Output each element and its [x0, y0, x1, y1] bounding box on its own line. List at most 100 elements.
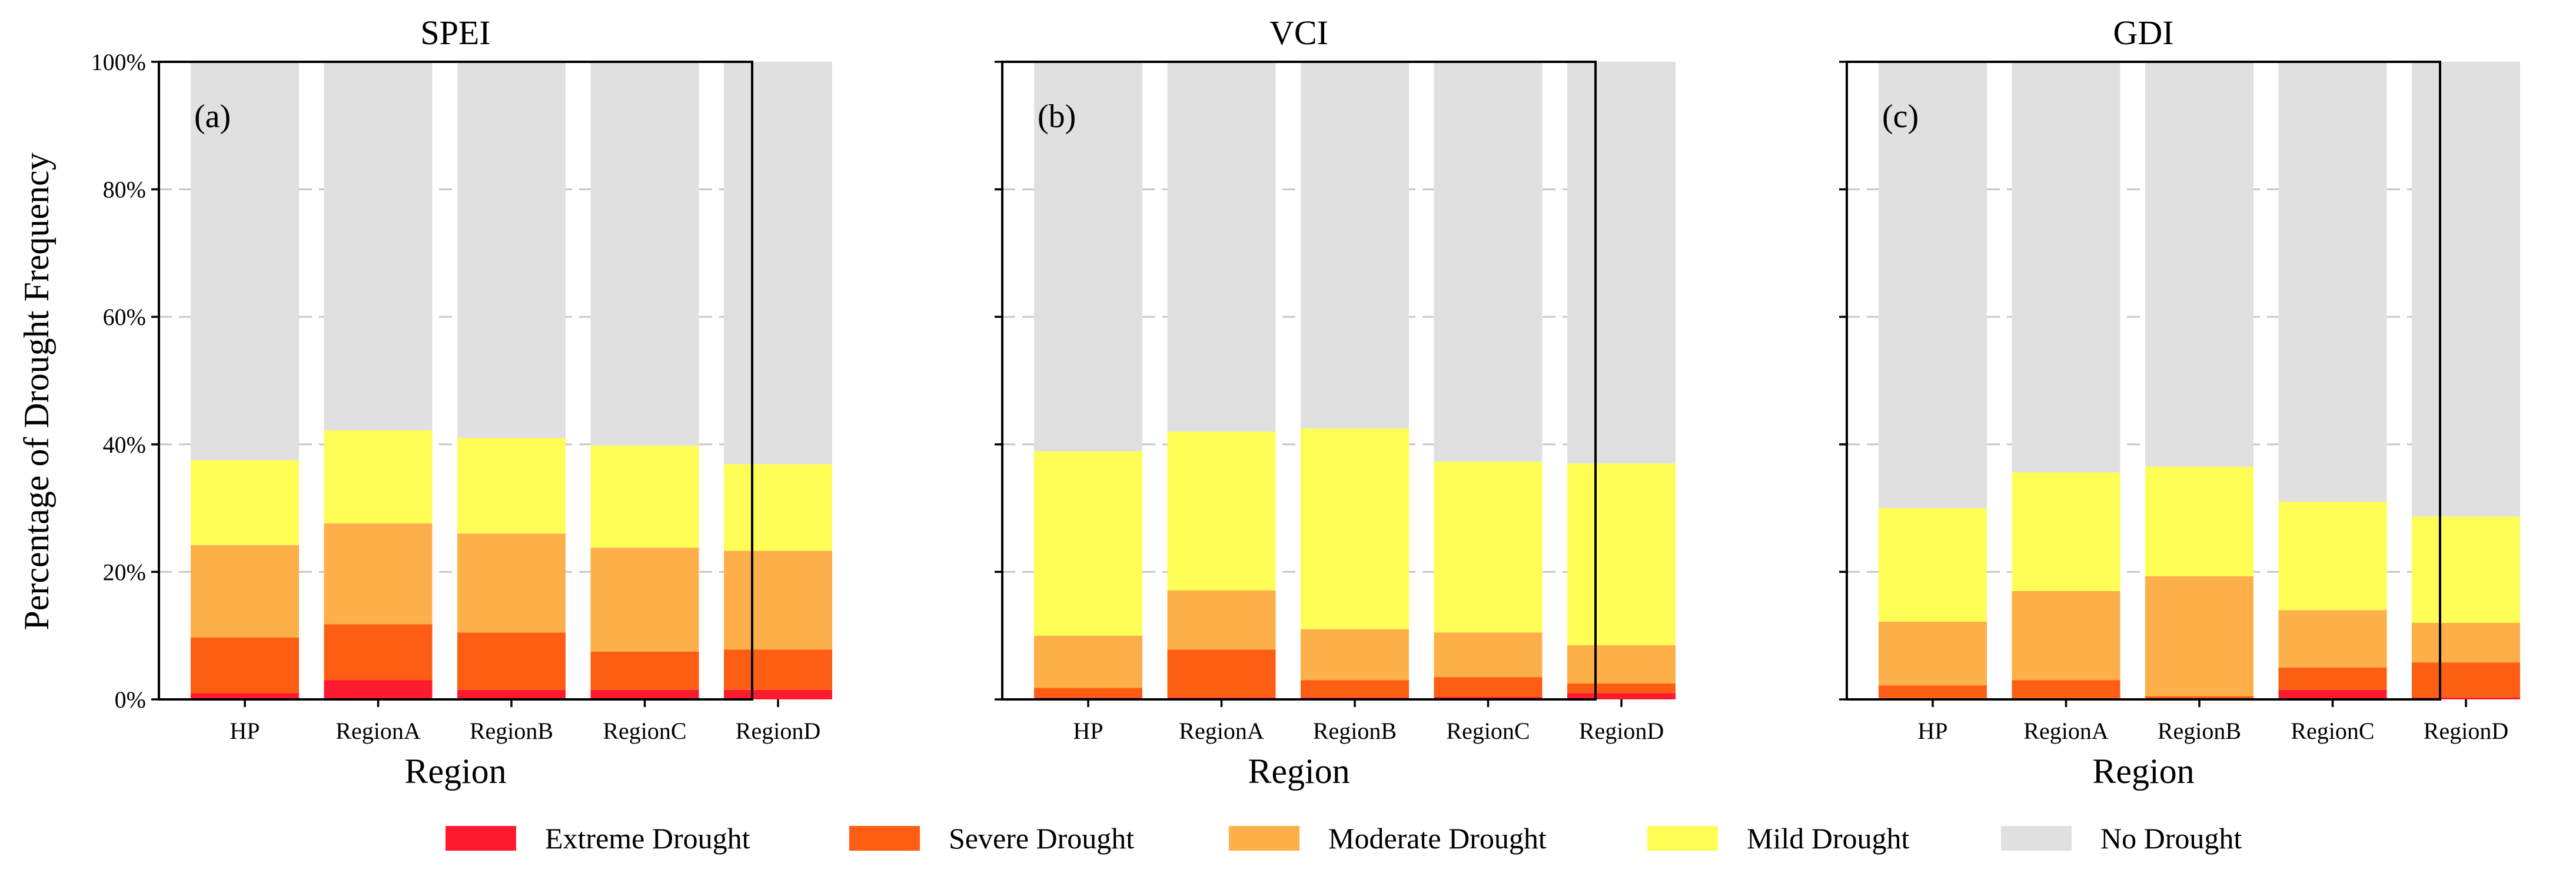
legend-swatch-no-drought — [2001, 826, 2072, 851]
bar-segment-spei-regiond-moderate-drought — [724, 550, 832, 650]
bar-segment-spei-regionc-extreme-drought — [590, 689, 699, 699]
bar-segment-spei-hp-severe-drought — [191, 637, 299, 694]
x-tick-label-regionb: RegionB — [1313, 718, 1397, 744]
bar-segment-vci-regionb-mild-drought — [1301, 428, 1409, 629]
x-tick-label-hp: HP — [230, 718, 260, 744]
bar-segment-spei-regionc-no-drought — [590, 62, 699, 446]
legend-label-extreme-drought: Extreme Drought — [545, 822, 750, 855]
x-tick-label-regiona: RegionA — [2023, 718, 2109, 744]
bar-segment-spei-hp-extreme-drought — [191, 693, 299, 699]
x-tick-label-regiona: RegionA — [335, 718, 421, 744]
bar-segment-spei-hp-no-drought — [191, 62, 299, 460]
x-tick-label-regionc: RegionC — [603, 718, 686, 744]
bar-segment-gdi-hp-severe-drought — [1879, 685, 1987, 698]
legend-label-mild-drought: Mild Drought — [1747, 822, 1910, 855]
x-axis-label-vci: Region — [1248, 752, 1350, 791]
bar-segment-gdi-regiona-no-drought — [2012, 62, 2120, 473]
x-tick-label-regiond: RegionD — [2424, 718, 2508, 744]
bar-segment-spei-regionc-mild-drought — [590, 445, 699, 548]
bar-segment-vci-regiond-mild-drought — [1567, 463, 1676, 645]
panel-letter-vci: (b) — [1038, 98, 1076, 135]
legend-swatch-extreme-drought — [446, 826, 516, 851]
bar-segment-vci-hp-no-drought — [1034, 62, 1142, 452]
legend-item-moderate-drought: Moderate Drought — [1229, 822, 1547, 855]
bar-segment-spei-regionb-no-drought — [457, 62, 566, 438]
bar-segment-spei-regionc-moderate-drought — [590, 548, 699, 652]
legend-label-moderate-drought: Moderate Drought — [1328, 822, 1547, 855]
bar-segment-spei-regiond-extreme-drought — [724, 689, 832, 699]
bar-segment-spei-regiona-moderate-drought — [324, 523, 433, 625]
bar-segment-vci-regiona-no-drought — [1167, 62, 1276, 432]
bar-segment-spei-regionb-moderate-drought — [457, 533, 566, 633]
bar-segment-gdi-hp-mild-drought — [1879, 508, 1987, 622]
panel-title-spei: SPEI — [420, 14, 490, 52]
plot-frame — [158, 61, 753, 701]
plot-frame — [1846, 61, 2441, 701]
y-tick-label-100: 100% — [91, 49, 146, 75]
bar-segment-vci-hp-moderate-drought — [1034, 635, 1142, 688]
x-tick-label-hp: HP — [1073, 718, 1103, 744]
bar-segment-gdi-regiona-moderate-drought — [2012, 590, 2120, 681]
bar-segment-gdi-regionc-extreme-drought — [2278, 689, 2387, 699]
bar-segment-gdi-regionb-severe-drought — [2145, 696, 2253, 699]
bar-segment-vci-regionb-severe-drought — [1301, 680, 1409, 698]
bar-segment-spei-regiond-mild-drought — [724, 464, 832, 551]
x-axis-label-spei: Region — [404, 752, 506, 791]
bar-segment-vci-hp-mild-drought — [1034, 451, 1142, 636]
x-tick-label-hp: HP — [1917, 718, 1947, 744]
panel-title-gdi: GDI — [2113, 14, 2173, 52]
chart-panels: HP RegionA RegionB RegionC RegionD 0% 20% 40% 60… — [91, 14, 2520, 791]
bar-segment-spei-regiond-no-drought — [724, 62, 832, 464]
legend-item-severe-drought: Severe Drought — [849, 822, 1134, 855]
x-tick-label-regionc: RegionC — [1446, 718, 1530, 744]
bar-segment-spei-regionb-extreme-drought — [457, 689, 566, 699]
y-tick-label-60: 60% — [103, 304, 146, 330]
y-tick-label-20: 20% — [103, 559, 146, 585]
bar-segment-gdi-regiond-extreme-drought — [2412, 697, 2520, 699]
bar-segment-gdi-regiona-mild-drought — [2012, 472, 2120, 591]
x-tick-label-regiona: RegionA — [1179, 718, 1264, 744]
legend-swatch-mild-drought — [1647, 826, 1718, 851]
panel-letter-spei: (a) — [194, 98, 231, 135]
bar-segment-gdi-regionb-no-drought — [2145, 62, 2253, 467]
bar-segment-vci-regionc-mild-drought — [1434, 462, 1543, 633]
panel-spei: HP RegionA RegionB RegionC RegionD 0% 20% 40% 60… — [91, 14, 832, 791]
bar-segment-spei-regionc-severe-drought — [590, 651, 699, 690]
legend-swatch-moderate-drought — [1229, 826, 1299, 851]
plot-frame — [1001, 61, 1597, 701]
bar-segment-spei-regiona-no-drought — [324, 62, 433, 430]
bar-segment-gdi-hp-moderate-drought — [1879, 621, 1987, 686]
panel-letter-gdi: (c) — [1882, 98, 1919, 135]
y-tick-label-80: 80% — [103, 177, 146, 203]
bar-segment-spei-regiond-severe-drought — [724, 649, 832, 690]
bar-segment-vci-regiona-severe-drought — [1167, 649, 1276, 698]
legend-item-mild-drought: Mild Drought — [1647, 822, 1910, 855]
x-tick-label-regionb: RegionB — [470, 718, 553, 744]
bar-segment-vci-regiond-severe-drought — [1567, 683, 1676, 694]
bar-segment-vci-regionc-extreme-drought — [1434, 696, 1543, 699]
bar-segment-vci-regiona-moderate-drought — [1167, 590, 1276, 650]
legend-swatch-severe-drought — [849, 826, 920, 851]
bar-segment-gdi-regionb-moderate-drought — [2145, 576, 2253, 696]
bar-segment-vci-regiond-extreme-drought — [1567, 693, 1676, 699]
bar-segment-spei-regiona-mild-drought — [324, 430, 433, 524]
bar-segment-spei-regionb-severe-drought — [457, 632, 566, 690]
bar-segment-gdi-hp-no-drought — [1879, 62, 1987, 509]
bar-segment-spei-regiona-severe-drought — [324, 624, 433, 681]
bar-segment-vci-regionc-severe-drought — [1434, 677, 1543, 697]
bar-segment-gdi-regiond-severe-drought — [2412, 662, 2520, 698]
bar-segment-gdi-regiona-severe-drought — [2012, 680, 2120, 698]
legend-item-extreme-drought: Extreme Drought — [446, 822, 750, 855]
legend-label-severe-drought: Severe Drought — [949, 822, 1134, 855]
bar-segment-vci-regionb-no-drought — [1301, 62, 1409, 429]
x-tick-label-regionc: RegionC — [2291, 718, 2374, 744]
bar-segment-vci-regiond-moderate-drought — [1567, 645, 1676, 683]
bar-segment-vci-regionc-no-drought — [1434, 62, 1543, 462]
y-tick-label-0: 0% — [115, 686, 146, 713]
bar-segment-gdi-regionb-mild-drought — [2145, 466, 2253, 576]
bar-segment-gdi-regionc-mild-drought — [2278, 502, 2387, 610]
bar-segment-gdi-regionc-severe-drought — [2278, 667, 2387, 690]
bar-segment-spei-hp-moderate-drought — [191, 545, 299, 638]
legend-item-no-drought: No Drought — [2001, 822, 2242, 855]
